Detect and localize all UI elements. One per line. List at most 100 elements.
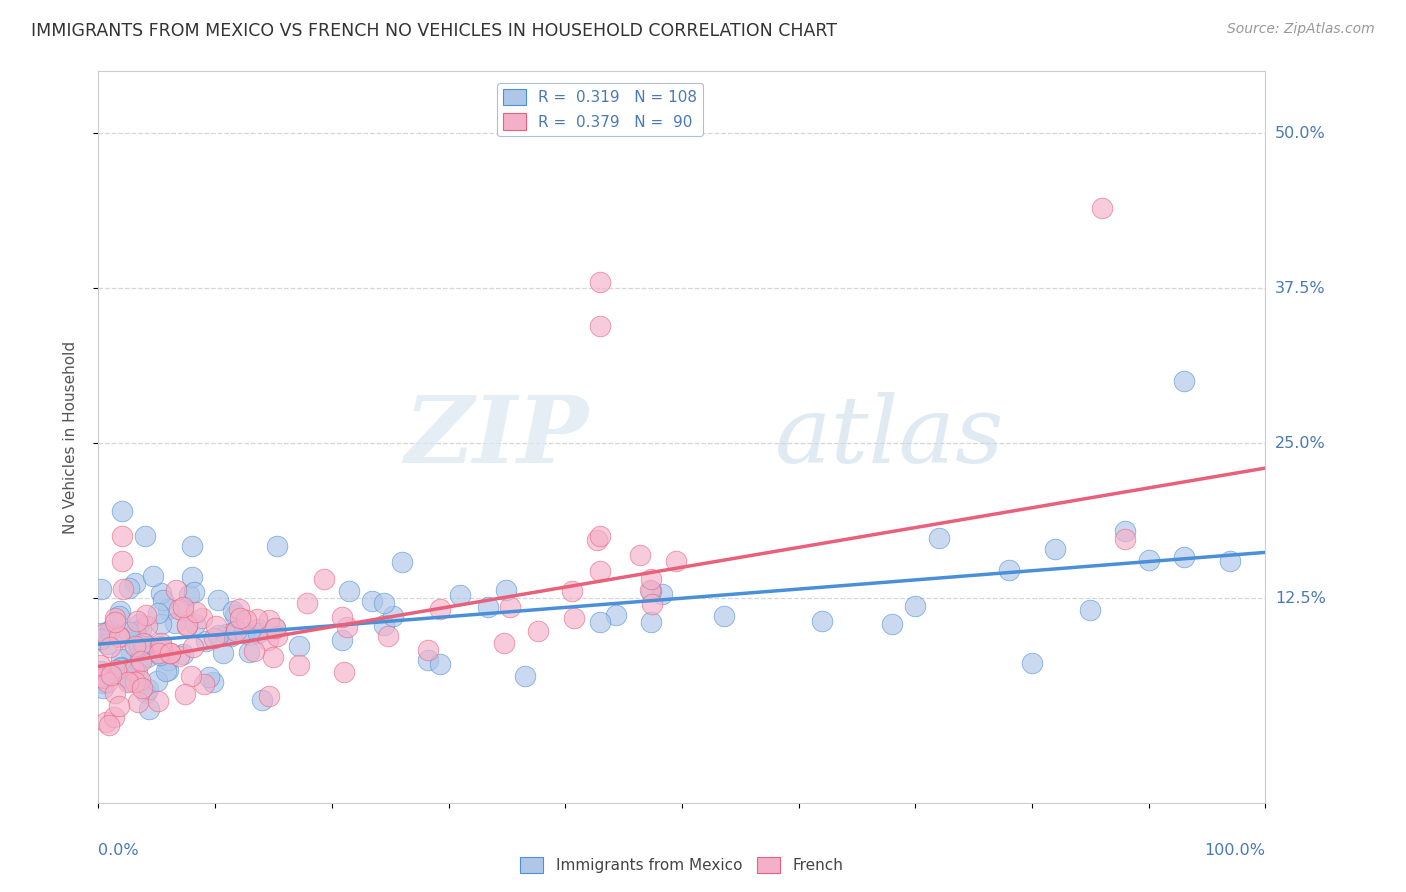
Point (628, 549, 651, 563)
Point (93, 675, 115, 690)
Point (148, 694, 170, 708)
Point (125, 634, 148, 648)
Point (135, 607, 157, 622)
Point (135, 649, 157, 664)
Point (243, 644, 266, 658)
Point (1137, 553, 1160, 567)
Point (377, 629, 399, 643)
Text: Source: ZipAtlas.com: Source: ZipAtlas.com (1227, 22, 1375, 37)
Point (904, 599, 927, 613)
Point (125, 665, 148, 679)
Point (181, 640, 204, 654)
Point (589, 318, 612, 333)
Point (495, 582, 517, 597)
Point (1021, 656, 1043, 670)
Point (515, 669, 537, 683)
Point (110, 651, 132, 665)
Point (118, 671, 141, 685)
Point (252, 693, 274, 707)
Point (167, 648, 190, 663)
Point (373, 596, 395, 610)
Point (665, 554, 688, 568)
Point (811, 614, 834, 628)
Point (266, 539, 288, 553)
Point (288, 639, 311, 653)
Point (640, 615, 662, 629)
Point (167, 602, 190, 616)
Point (997, 563, 1019, 577)
Point (928, 532, 950, 546)
Point (222, 604, 245, 618)
Point (198, 671, 221, 685)
Point (238, 628, 260, 642)
Point (562, 610, 585, 624)
Point (194, 634, 217, 648)
Point (128, 616, 150, 631)
Point (186, 605, 208, 619)
Point (449, 588, 471, 602)
Point (118, 625, 141, 640)
Point (146, 606, 169, 620)
Point (212, 646, 235, 660)
Point (128, 651, 150, 665)
Point (222, 624, 245, 639)
Point (263, 621, 285, 635)
Point (132, 635, 155, 649)
Point (141, 569, 163, 583)
Point (152, 593, 174, 607)
Point (880, 616, 903, 631)
Point (605, 608, 627, 623)
Point (145, 673, 167, 688)
Point (104, 615, 127, 629)
Point (112, 582, 135, 596)
Point (526, 624, 548, 638)
Point (131, 681, 153, 696)
Point (295, 596, 318, 610)
Text: 0.0%: 0.0% (98, 843, 139, 858)
Point (640, 572, 662, 586)
Point (124, 640, 146, 654)
Legend: Immigrants from Mexico, French: Immigrants from Mexico, French (515, 851, 849, 880)
Point (107, 629, 129, 643)
Point (215, 626, 238, 640)
Point (98, 640, 121, 654)
Point (207, 628, 229, 642)
Point (156, 663, 179, 677)
Point (225, 624, 247, 639)
Point (229, 611, 252, 625)
Point (108, 604, 131, 618)
Point (477, 599, 499, 614)
Point (103, 611, 125, 625)
Point (179, 588, 201, 602)
Point (1114, 532, 1136, 546)
Point (149, 616, 172, 631)
Point (266, 629, 288, 643)
Point (589, 564, 612, 578)
Point (157, 653, 180, 667)
Point (180, 668, 202, 682)
Point (138, 701, 160, 715)
Point (150, 636, 173, 650)
Point (202, 631, 225, 645)
Point (90, 582, 112, 597)
Point (149, 639, 172, 653)
Point (361, 594, 384, 608)
Point (111, 504, 134, 518)
Point (120, 645, 142, 659)
Point (96, 674, 118, 689)
Point (181, 570, 204, 584)
Point (90, 664, 112, 678)
Point (429, 602, 451, 616)
Point (111, 554, 134, 568)
Point (89, 658, 111, 673)
Point (129, 673, 152, 687)
Point (89, 670, 111, 684)
Point (96, 637, 118, 651)
Point (110, 659, 132, 673)
Point (589, 275, 612, 289)
Point (332, 665, 354, 679)
Point (100, 624, 122, 638)
Point (232, 624, 254, 639)
Point (337, 583, 360, 598)
Point (193, 677, 215, 691)
